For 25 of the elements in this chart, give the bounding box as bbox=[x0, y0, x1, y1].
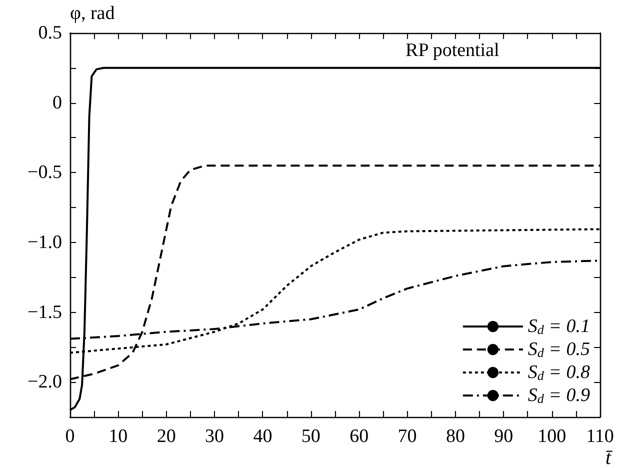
x-tick-label: 80 bbox=[446, 426, 465, 447]
x-tick-label: 60 bbox=[350, 426, 369, 447]
annotation: RP potential bbox=[406, 40, 500, 61]
x-tick-label: 110 bbox=[586, 426, 614, 447]
y-tick-label: −1.5 bbox=[28, 302, 62, 323]
x-tick-label: 20 bbox=[156, 426, 176, 447]
x-tick-label: 40 bbox=[253, 426, 272, 447]
x-tick-label: 70 bbox=[398, 426, 417, 447]
x-tick-label: 10 bbox=[108, 426, 128, 447]
y-tick-label: −2.0 bbox=[28, 372, 62, 393]
x-tick-label: 90 bbox=[494, 426, 514, 447]
x-tick-label: 30 bbox=[205, 426, 224, 447]
x-axis-title: t̄ bbox=[605, 447, 613, 468]
legend-label: Sd = 0.9 bbox=[528, 385, 590, 406]
legend-label: Sd = 0.8 bbox=[528, 362, 590, 383]
x-tick-label: 50 bbox=[301, 426, 320, 447]
y-tick-label: −1.0 bbox=[28, 232, 62, 253]
y-tick-label: 0 bbox=[52, 92, 62, 114]
legend-label: Sd = 0.1 bbox=[528, 316, 590, 337]
y-tick-label: 0.5 bbox=[38, 22, 62, 44]
x-tick-label: 100 bbox=[538, 426, 566, 447]
legend-label: Sd = 0.5 bbox=[528, 339, 590, 360]
y-tick-label: −0.5 bbox=[28, 162, 62, 184]
x-tick-label: 0 bbox=[65, 426, 75, 447]
y-axis-title: φ, rad bbox=[70, 3, 116, 24]
